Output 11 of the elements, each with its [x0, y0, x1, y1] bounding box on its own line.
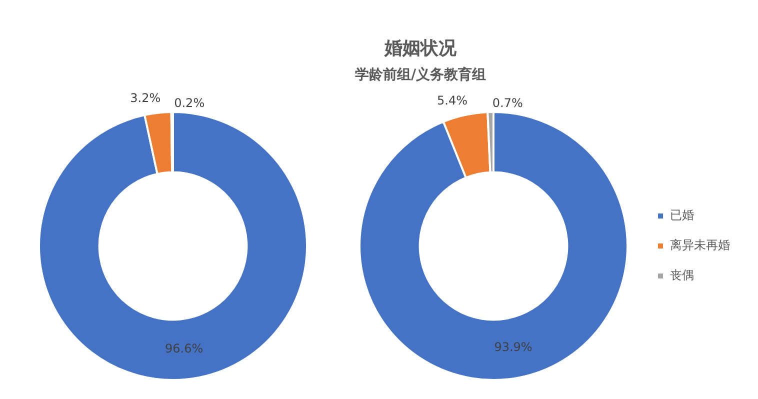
data-label: 96.6%	[165, 341, 204, 356]
legend-label: 已婚	[670, 208, 694, 222]
data-label: 93.9%	[494, 340, 532, 354]
chart-subtitle: 学龄前组/义务教育组	[354, 66, 488, 84]
chart-title: 婚姻状况	[383, 37, 458, 60]
legend-label: 离异未再婚	[670, 238, 730, 252]
data-label: 0.7%	[492, 96, 523, 110]
data-label: 3.2%	[130, 91, 161, 106]
legend-label: 丧偶	[670, 268, 694, 282]
data-label: 0.2%	[174, 96, 205, 110]
data-label: 5.4%	[436, 93, 468, 108]
